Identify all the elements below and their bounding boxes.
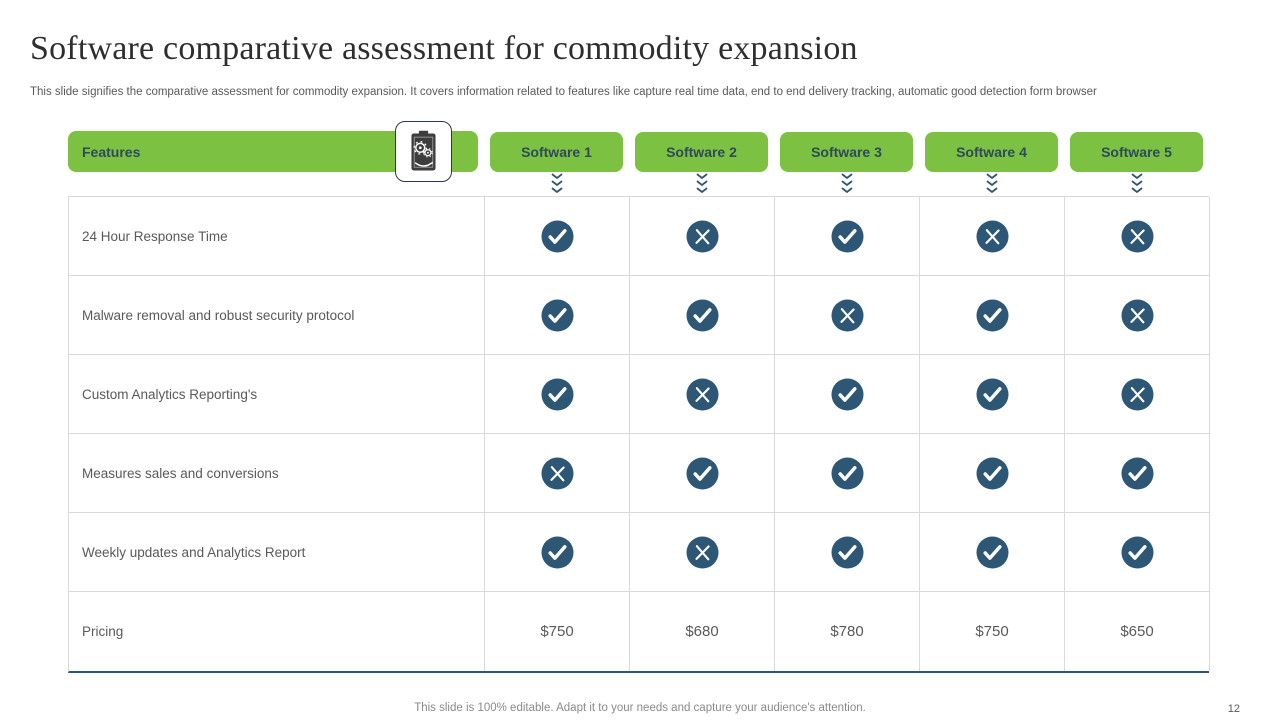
software-header-button-4[interactable]: Software 4: [925, 131, 1058, 172]
value-cell: [485, 197, 630, 276]
value-cell: [920, 197, 1065, 276]
check-icon: [830, 535, 864, 569]
value-cell: [1065, 355, 1210, 434]
value-cell: [485, 434, 630, 513]
check-icon: [975, 298, 1009, 332]
cross-icon: [685, 535, 719, 569]
value-cell: [1065, 276, 1210, 355]
value-cell: [630, 197, 775, 276]
software-header-button-5[interactable]: Software 5: [1070, 131, 1203, 172]
value-cell: $780: [775, 592, 920, 671]
value-cell: [920, 513, 1065, 592]
value-cell: [630, 276, 775, 355]
price-value: $750: [975, 623, 1009, 640]
value-cell: [775, 513, 920, 592]
check-icon: [685, 456, 719, 490]
software-header-button-2[interactable]: Software 2: [635, 131, 768, 172]
features-header-label: Features: [82, 143, 141, 160]
slide-title: Software comparative assessment for comm…: [30, 30, 858, 67]
value-cell: $680: [630, 592, 775, 671]
cross-icon: [830, 298, 864, 332]
check-icon: [975, 456, 1009, 490]
cross-icon: [975, 219, 1009, 253]
check-icon: [975, 377, 1009, 411]
feature-label: Custom Analytics Reporting's: [69, 355, 485, 434]
price-value: $780: [830, 623, 864, 640]
price-value: $650: [1120, 623, 1154, 640]
feature-label: Measures sales and conversions: [69, 434, 485, 513]
value-cell: [775, 434, 920, 513]
page-number: 12: [1227, 703, 1240, 715]
value-cell: [485, 276, 630, 355]
cross-icon: [1120, 298, 1154, 332]
clipboard-gears-icon: [405, 129, 442, 174]
cross-icon: [540, 456, 574, 490]
value-cell: [920, 355, 1065, 434]
check-icon: [830, 377, 864, 411]
value-cell: [1065, 197, 1210, 276]
table-header-row: Features Software 1 Software 2 Software 3 S…: [68, 121, 1209, 182]
header-icon-badge: [395, 121, 452, 182]
check-icon: [540, 219, 574, 253]
check-icon: [685, 298, 719, 332]
price-value: $750: [540, 623, 574, 640]
feature-label: Pricing: [69, 592, 485, 671]
check-icon: [540, 377, 574, 411]
chevron-down-icon: [985, 173, 999, 196]
value-cell: [485, 355, 630, 434]
chevron-row: [68, 172, 1209, 196]
value-cell: [485, 513, 630, 592]
value-cell: $750: [485, 592, 630, 671]
value-cell: [775, 197, 920, 276]
feature-label: 24 Hour Response Time: [69, 197, 485, 276]
check-icon: [1120, 535, 1154, 569]
check-icon: [830, 456, 864, 490]
check-icon: [830, 219, 864, 253]
value-cell: [920, 276, 1065, 355]
cross-icon: [685, 219, 719, 253]
chevron-down-icon: [1130, 173, 1144, 196]
value-cell: [775, 355, 920, 434]
check-icon: [1120, 456, 1154, 490]
cross-icon: [1120, 377, 1154, 411]
chevron-down-icon: [550, 173, 564, 196]
comparison-table-body: 24 Hour Response Time Malware removal and…: [68, 196, 1210, 673]
check-icon: [540, 298, 574, 332]
cross-icon: [685, 377, 719, 411]
value-cell: [630, 513, 775, 592]
value-cell: [630, 355, 775, 434]
feature-label: Malware removal and robust security prot…: [69, 276, 485, 355]
feature-label: Weekly updates and Analytics Report: [69, 513, 485, 592]
value-cell: [1065, 434, 1210, 513]
check-icon: [975, 535, 1009, 569]
footer-note: This slide is 100% editable. Adapt it to…: [414, 702, 866, 714]
price-value: $680: [685, 623, 719, 640]
software-header-button-3[interactable]: Software 3: [780, 131, 913, 172]
value-cell: [1065, 513, 1210, 592]
chevron-down-icon: [840, 173, 854, 196]
value-cell: [630, 434, 775, 513]
chevron-down-icon: [695, 173, 709, 196]
cross-icon: [1120, 219, 1154, 253]
slide-subtitle: This slide signifies the comparative ass…: [30, 86, 1097, 98]
value-cell: [920, 434, 1065, 513]
value-cell: [775, 276, 920, 355]
software-header-button-1[interactable]: Software 1: [490, 131, 623, 172]
value-cell: $650: [1065, 592, 1210, 671]
comparison-table: Features Software 1 Software 2 Software 3 S…: [68, 121, 1210, 673]
check-icon: [540, 535, 574, 569]
value-cell: $750: [920, 592, 1065, 671]
